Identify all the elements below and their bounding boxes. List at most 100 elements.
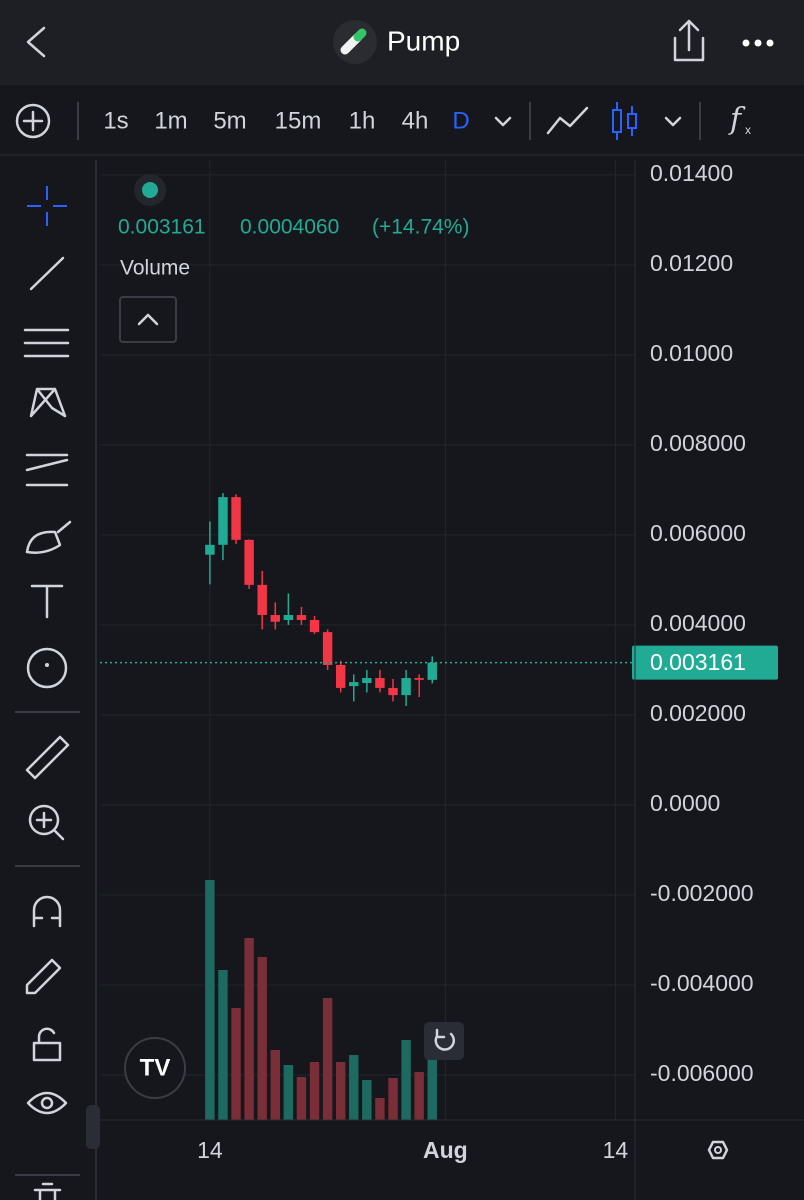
candle-body bbox=[296, 615, 307, 620]
fib-tool[interactable] bbox=[23, 328, 70, 358]
volume-bar bbox=[244, 938, 254, 1120]
candle-body bbox=[205, 544, 215, 555]
y-tick-label: 0.01400 bbox=[650, 160, 733, 186]
text-tool[interactable] bbox=[30, 584, 64, 619]
volume-bar bbox=[335, 1062, 346, 1120]
intervals: 1s 1m 5m 15m 1h 4h D bbox=[103, 107, 469, 134]
brush-tool[interactable] bbox=[25, 520, 72, 554]
legend-change: 0.0004060 bbox=[240, 216, 339, 239]
line-style-button[interactable] bbox=[546, 106, 589, 135]
chart: 0.01400 0.01200 0.01000 0.008000 0.006000 0.0… bbox=[100, 160, 778, 1163]
last-price-label: 0.003161 bbox=[650, 649, 746, 675]
reset-icon bbox=[434, 1028, 456, 1051]
candle-body bbox=[362, 678, 372, 683]
interval-button[interactable]: 1h bbox=[349, 107, 376, 134]
volume-bar bbox=[362, 1080, 372, 1120]
interval-dropdown[interactable] bbox=[494, 116, 512, 127]
candle-body bbox=[388, 687, 398, 696]
toolbar bbox=[0, 85, 804, 155]
reset-button[interactable] bbox=[424, 1022, 464, 1060]
y-tick-label: 0.008000 bbox=[650, 430, 746, 456]
volume-bar bbox=[427, 1040, 437, 1120]
y-tick-label: 0.004000 bbox=[650, 610, 746, 636]
interval-button[interactable]: 1m bbox=[154, 107, 187, 134]
y-tick-label: 0.01200 bbox=[650, 250, 733, 276]
volume-bar bbox=[296, 1077, 307, 1120]
visibility-tool[interactable] bbox=[26, 1091, 68, 1115]
candle-body bbox=[414, 678, 424, 680]
volume-bar bbox=[388, 1078, 398, 1120]
pill-cap bbox=[353, 28, 367, 42]
lock-drawings-tool[interactable] bbox=[25, 958, 62, 995]
candle-body bbox=[309, 619, 320, 633]
indicators-x: x bbox=[745, 123, 751, 137]
y-tick-label: -0.006000 bbox=[650, 1060, 754, 1086]
delete-tool[interactable] bbox=[33, 1182, 62, 1200]
more-button[interactable] bbox=[742, 39, 774, 47]
volume-bar bbox=[414, 1072, 424, 1120]
crosshair-tool[interactable] bbox=[27, 186, 67, 226]
legend-change-pct: (+14.74%) bbox=[372, 216, 469, 239]
candle-body bbox=[349, 682, 359, 687]
pattern-tool[interactable] bbox=[29, 387, 67, 418]
y-tick-label: -0.004000 bbox=[650, 970, 754, 996]
candle-body bbox=[375, 678, 385, 688]
volume-bar bbox=[375, 1098, 385, 1120]
volume-bar bbox=[283, 1065, 294, 1120]
settings-button[interactable] bbox=[707, 1140, 729, 1160]
back-button[interactable] bbox=[26, 26, 46, 58]
share-button[interactable] bbox=[673, 19, 705, 62]
candle-body bbox=[401, 678, 411, 696]
legend-price: 0.003161 bbox=[118, 216, 206, 239]
tradingview-logo[interactable] bbox=[124, 1037, 186, 1099]
candle-body bbox=[231, 497, 241, 540]
x-tick-label: Aug bbox=[423, 1137, 468, 1163]
volume-bar bbox=[270, 1050, 280, 1120]
ruler-tool[interactable] bbox=[25, 735, 70, 780]
volume-bar bbox=[257, 957, 267, 1120]
y-tick-label: 0.0000 bbox=[650, 790, 720, 816]
volume-bar bbox=[401, 1040, 411, 1120]
style-dropdown[interactable] bbox=[664, 116, 682, 127]
interval-button[interactable]: D bbox=[452, 107, 469, 134]
volume-bar bbox=[309, 1062, 320, 1120]
interval-button[interactable]: 4h bbox=[402, 107, 429, 134]
interval-button[interactable]: 5m bbox=[213, 107, 246, 134]
y-tick-label: 0.002000 bbox=[650, 700, 746, 726]
candle-body bbox=[244, 539, 254, 585]
candle-body bbox=[427, 662, 437, 680]
x-tick-label: 14 bbox=[603, 1137, 629, 1163]
trend-line-tool[interactable] bbox=[29, 256, 65, 291]
x-tick-label: 14 bbox=[197, 1137, 223, 1163]
y-tick-label: 0.01000 bbox=[650, 340, 733, 366]
volume-bar bbox=[205, 880, 215, 1120]
prediction-tool[interactable] bbox=[25, 453, 69, 487]
candle-body bbox=[283, 615, 294, 620]
volume-bar bbox=[349, 1055, 359, 1120]
interval-button[interactable]: 1s bbox=[103, 107, 128, 134]
candle-body bbox=[218, 497, 228, 545]
magnet-tool[interactable] bbox=[32, 895, 62, 928]
volume-bar bbox=[218, 970, 228, 1120]
volume-collapse[interactable] bbox=[119, 296, 177, 343]
candle-body bbox=[257, 584, 267, 616]
candle-style-button[interactable] bbox=[612, 102, 637, 140]
unlock-tool[interactable] bbox=[32, 1027, 62, 1062]
y-tick-label: -0.002000 bbox=[650, 880, 754, 906]
zoom-tool[interactable] bbox=[28, 804, 60, 836]
emoji-tool[interactable] bbox=[26, 647, 68, 689]
last-price-tag bbox=[632, 645, 778, 680]
settings-dot bbox=[714, 1146, 722, 1154]
add-button[interactable] bbox=[15, 103, 51, 139]
title: Pump bbox=[387, 25, 460, 56]
y-tick-label: 0.006000 bbox=[650, 520, 746, 546]
volume-bar bbox=[322, 998, 333, 1120]
volume-label: Volume bbox=[120, 257, 190, 280]
interval-button[interactable]: 15m bbox=[275, 107, 322, 134]
collapse-arrow bbox=[137, 313, 159, 326]
candle-body bbox=[270, 615, 280, 622]
collapse-tools[interactable] bbox=[86, 1105, 100, 1149]
volume-bar bbox=[231, 1008, 241, 1120]
